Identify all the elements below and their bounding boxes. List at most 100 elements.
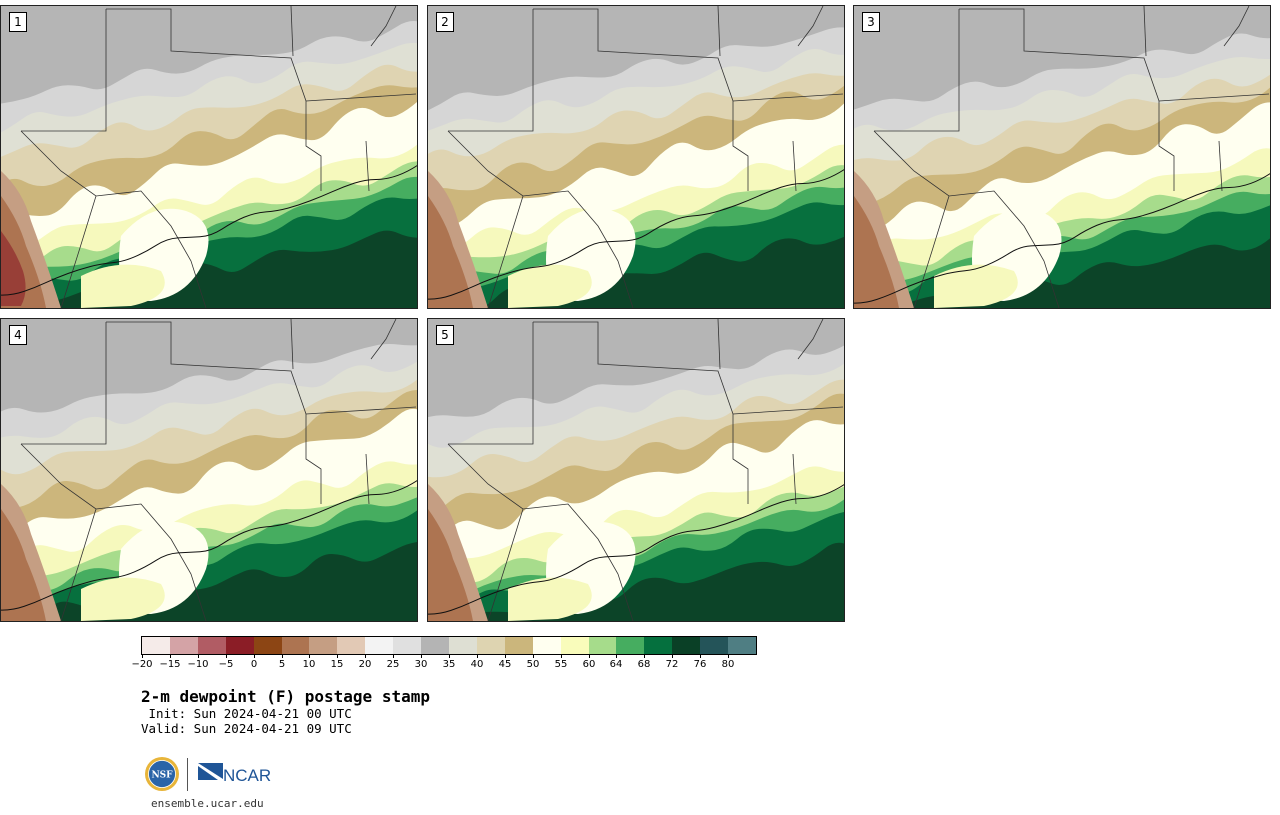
coastline [854,173,1270,304]
colorbar-segment [532,637,561,654]
state-border [20,443,207,621]
state-border [60,508,97,621]
colorbar-segment [142,637,170,654]
colorbar-segment [281,637,310,654]
state-border [365,140,370,192]
state-border [21,322,107,445]
colorbar-segment [700,637,729,654]
panel-label: 4 [9,325,27,345]
dewpoint-region [428,196,473,308]
colorbar-tick-label: −15 [159,659,181,670]
state-border [792,453,797,505]
dewpoint-region [897,238,1270,308]
colorbar-tick [337,654,338,658]
dewpoint-region [1,231,26,306]
colorbar-tick [700,654,701,658]
coastline [428,169,844,300]
colorbar-tick-label: −10 [187,659,209,670]
coastline [1,165,417,296]
ncar-logo: NCAR [198,763,271,785]
state-border [533,321,749,504]
state-border [913,195,950,308]
colorbar-segment [169,637,198,654]
map-panel-4: 4 [0,318,418,622]
dewpoint-region [81,264,165,308]
colorbar-segment [421,637,449,654]
colorbar-segment [560,637,589,654]
colorbar-tick-label: 80 [721,659,735,670]
colorbar-tick-label: 76 [693,659,707,670]
colorbar-tick [393,654,394,658]
colorbar-tick [198,654,199,658]
website-text: ensemble.ucar.edu [151,797,264,810]
colorbar-tick [449,654,450,658]
colorbar-tick [728,654,729,658]
colorbar-tick-label: 20 [358,659,372,670]
coastline [1,480,417,611]
state-border [290,6,294,57]
state-border [1143,6,1147,57]
state-border [792,140,797,192]
state-border [487,508,524,621]
state-border [106,8,322,191]
colorbar-tick-label: 72 [665,659,679,670]
colorbar-tick-label: 15 [330,659,344,670]
colorbar-tick-label: 0 [250,659,258,670]
colorbar-tick [561,654,562,658]
dewpoint-region [508,577,592,621]
colorbar-tick-label: 35 [442,659,456,670]
state-border [797,6,824,47]
colorbar-segment [365,637,394,654]
colorbar-tick [589,654,590,658]
colorbar-segment [225,637,254,654]
state-border [717,6,721,57]
colorbar-tick [142,654,143,658]
state-border [370,6,397,47]
colorbar-tick-label: 64 [609,659,623,670]
map-image [1,319,417,621]
colorbar-tick-label: −5 [218,659,234,670]
colorbar-segment [448,637,477,654]
state-border [874,9,960,132]
colorbar-segment [309,637,338,654]
map-image [854,6,1270,308]
valid-time: Valid: Sun 2024-04-21 09 UTC [141,721,352,736]
colorbar-tick [533,654,534,658]
nsf-logo: NSF [145,757,179,791]
colorbar-segment [337,637,366,654]
dewpoint-region [448,542,844,621]
colorbar-segment [197,637,226,654]
dewpoint-region [508,264,592,308]
panel-label: 5 [436,325,454,345]
state-border [370,319,397,360]
panel-label: 1 [9,12,27,32]
state-border [60,195,97,308]
colorbar-tick-label: −20 [131,659,153,670]
map-image [428,6,844,308]
page-title: 2-m dewpoint (F) postage stamp [141,687,430,706]
state-border [732,406,844,415]
colorbar-tick [505,654,506,658]
colorbar-tick-label: 68 [637,659,651,670]
colorbar-tick [477,654,478,658]
state-border [290,319,294,370]
ncar-logo-text: NCAR [223,766,271,785]
map-panel-3: 3 [853,5,1271,309]
state-border [1158,93,1270,102]
colorbar-segment [588,637,617,654]
colorbar-tick-label: 60 [582,659,596,670]
colorbar-tick-label: 55 [554,659,568,670]
state-border [305,406,417,415]
colorbar-tick [616,654,617,658]
state-border [1218,140,1223,192]
map-image [428,319,844,621]
state-border [873,130,1060,308]
colorbar-tick [365,654,366,658]
map-panel-2: 2 [427,5,845,309]
colorbar-segment [616,637,645,654]
colorbar-segment [644,637,673,654]
colorbar-tick-label: 10 [302,659,316,670]
state-border [448,9,534,132]
panel-label: 2 [436,12,454,32]
map-panel-1: 1 [0,5,418,309]
